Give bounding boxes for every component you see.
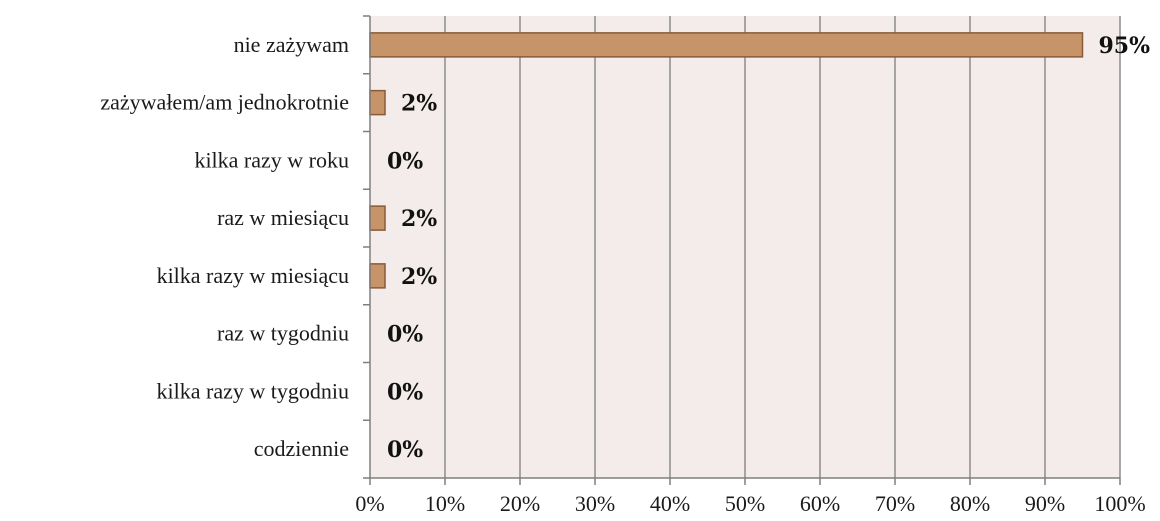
data-label: 0%	[387, 148, 423, 174]
x-tick-label: 0%	[355, 491, 384, 516]
x-tick-label: 50%	[725, 491, 765, 516]
gridlines	[444, 16, 1121, 478]
x-tick-label: 10%	[425, 491, 465, 516]
data-label: 95%	[1099, 33, 1151, 59]
x-tick-label: 70%	[875, 491, 915, 516]
x-tick-label: 40%	[650, 491, 690, 516]
x-tick-label: 60%	[800, 491, 840, 516]
data-label: 0%	[387, 322, 423, 348]
category-label: kilka razy w roku	[194, 147, 349, 172]
data-label: 0%	[387, 437, 423, 463]
data-label: 0%	[387, 379, 423, 405]
x-tick-label: 80%	[950, 491, 990, 516]
data-label: 2%	[401, 264, 437, 290]
data-label: 2%	[401, 91, 437, 117]
bar	[369, 89, 386, 116]
x-tick-label: 100%	[1094, 491, 1145, 516]
bars	[369, 32, 1084, 289]
category-label: raz w miesiącu	[217, 205, 349, 230]
data-label: 2%	[401, 206, 437, 232]
category-label: kilka razy w miesiącu	[157, 263, 349, 288]
bar	[369, 32, 1084, 58]
axes	[363, 15, 1121, 485]
bar	[369, 205, 386, 231]
x-tick-label: 90%	[1025, 491, 1065, 516]
category-label: kilka razy w tygodniu	[157, 378, 349, 403]
category-label: raz w tygodniu	[217, 321, 349, 346]
category-label: codziennie	[254, 436, 349, 461]
x-tick-label: 30%	[575, 491, 615, 516]
bar	[369, 263, 386, 289]
category-label: nie zażywam	[234, 32, 349, 57]
x-tick-label: 20%	[500, 491, 540, 516]
category-label: zażywałem/am jednokrotnie	[100, 90, 349, 115]
labels: 0% 10% 20% 30% 40% 50% 60% 70% 80% 90% 100% nie zaż…	[100, 32, 1150, 516]
